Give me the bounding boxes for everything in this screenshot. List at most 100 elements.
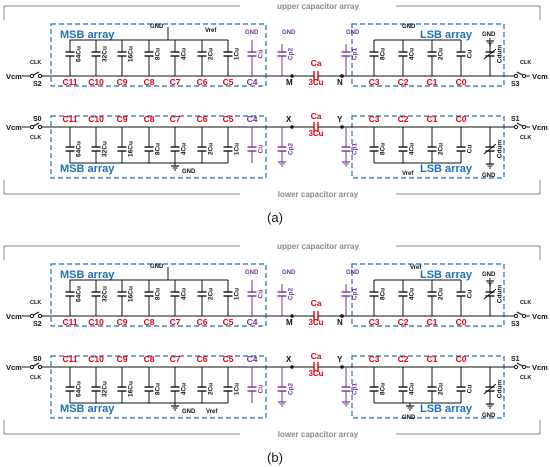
clk-right-label: CLK <box>520 300 531 306</box>
c4-value: Cu <box>258 290 265 299</box>
upper-array-title: upper capacitor array <box>277 2 359 11</box>
cap-value-c10: 32Cu <box>102 46 109 62</box>
c4-gnd-label: GND <box>245 270 259 276</box>
clk-left-label: CLK <box>30 300 41 306</box>
msb-array-title: MSB array <box>60 269 115 281</box>
cdum-gnd-label: GND <box>482 32 496 38</box>
cap-name-c8: C8 <box>144 77 155 87</box>
node-right-label: Y <box>337 355 343 364</box>
c4-gnd-label: GND <box>245 30 259 36</box>
switch-right-label: S3 <box>511 81 520 88</box>
cap-name-c9: C9 <box>117 114 128 124</box>
cap-value-c3: 8Cu <box>380 288 387 300</box>
cap-value-c3: 8Cu <box>380 48 387 60</box>
cap-name-c7: C7 <box>170 114 181 124</box>
cap-value-c3: 8Cu <box>380 383 387 395</box>
cap-value-c11: 64Cu <box>76 381 83 397</box>
switch-left <box>33 71 40 76</box>
msb-gnd-label: GND <box>150 264 164 270</box>
vcm-left-label: Vcm <box>6 312 22 321</box>
cap-value-c8: 8Cu <box>155 288 162 300</box>
cap-value-c6: 2Cu <box>208 143 215 155</box>
lsb-array-box <box>351 263 505 327</box>
cap-value-c9: 16Cu <box>128 141 135 157</box>
c4-value: Cu <box>258 385 265 394</box>
switch-right-node <box>513 73 519 79</box>
msb-array-title: MSB array <box>60 163 115 175</box>
switch-left-node <box>37 73 43 79</box>
c4-name: C4 <box>247 354 258 364</box>
clk-right-label: CLK <box>520 60 531 66</box>
cap-value-c5: 1Cu <box>234 383 241 395</box>
switch-left-label: S0 <box>33 116 42 123</box>
cp1-label: Cp1 <box>352 142 359 155</box>
cap-name-c1: C1 <box>427 114 438 124</box>
cap-value-c0: Cu <box>467 50 474 59</box>
cap-name-c11: C11 <box>62 354 77 364</box>
switch-left-node <box>37 313 43 319</box>
cap-value-c2: 4Cu <box>409 288 416 300</box>
cap-value-c10: 32Cu <box>102 286 109 302</box>
cap-name-c6: C6 <box>197 354 208 364</box>
cp2-label: Cp2 <box>288 287 295 300</box>
cap-name-c5: C5 <box>223 114 234 124</box>
cap-name-c10: C10 <box>88 317 104 327</box>
switch-left-label: S0 <box>33 356 42 363</box>
cap-name-c9: C9 <box>117 317 128 327</box>
node-right-dot <box>340 125 344 129</box>
cap-value-c0: Cu <box>467 385 474 394</box>
cap-name-c1: C1 <box>427 317 438 327</box>
cap-value-c8: 8Cu <box>155 143 162 155</box>
lower-array-title: lower capacitor array <box>278 430 359 439</box>
ca-value-label: 3Cu <box>308 78 323 87</box>
cap-name-c0: C0 <box>456 354 467 364</box>
cap-name-c7: C7 <box>170 77 181 87</box>
switch-right-label: S3 <box>511 321 520 328</box>
lsb-array-title: LSB array <box>420 403 473 415</box>
cap-name-c0: C0 <box>456 317 467 327</box>
cap-name-c2: C2 <box>398 354 409 364</box>
cap-name-c5: C5 <box>223 354 234 364</box>
msb-array-box <box>50 355 267 419</box>
upper-array-title: upper capacitor array <box>277 242 359 251</box>
vcm-right-label: Vcm <box>532 123 548 132</box>
cdum-gnd-label: GND <box>482 272 496 278</box>
switch-left-node <box>37 124 43 130</box>
switch-right <box>516 362 523 367</box>
lower-array-title: lower capacitor array <box>278 190 359 199</box>
msb-gnd-label: GND <box>182 169 196 175</box>
cp2-gnd-label: GND <box>282 270 296 276</box>
switch-left <box>33 362 40 367</box>
cdum-label: Cdum <box>497 380 504 399</box>
cap-value-c0: Cu <box>467 290 474 299</box>
node-left-dot <box>290 125 294 129</box>
cap-name-c1: C1 <box>427 77 438 87</box>
cap-name-c9: C9 <box>117 77 128 87</box>
cap-name-c8: C8 <box>144 114 155 124</box>
node-right-dot <box>340 314 344 318</box>
cap-value-c2: 4Cu <box>409 48 416 60</box>
vcm-left-label: Vcm <box>6 72 22 81</box>
cap-value-c9: 16Cu <box>128 46 135 62</box>
cap-name-c3: C3 <box>369 354 380 364</box>
switch-right-node <box>521 364 527 370</box>
switch-left <box>33 311 40 316</box>
clk-right-label: CLK <box>520 135 531 141</box>
clk-right-label: CLK <box>520 375 531 381</box>
clk-left-label: CLK <box>30 375 41 381</box>
cap-value-c5: 1Cu <box>234 288 241 300</box>
cap-value-c7: 4Cu <box>181 48 188 60</box>
panel-caption: (b) <box>267 450 283 465</box>
cap-name-c2: C2 <box>398 77 409 87</box>
lsb-array-box <box>351 115 505 179</box>
node-right-label: Y <box>337 115 343 124</box>
cp2-label: Cp2 <box>288 142 295 155</box>
cap-value-c11: 64Cu <box>76 46 83 62</box>
lsb-array-title: LSB array <box>420 163 473 175</box>
cap-name-c2: C2 <box>398 317 409 327</box>
vcm-left-label: Vcm <box>6 123 22 132</box>
switch-right-node <box>513 313 519 319</box>
